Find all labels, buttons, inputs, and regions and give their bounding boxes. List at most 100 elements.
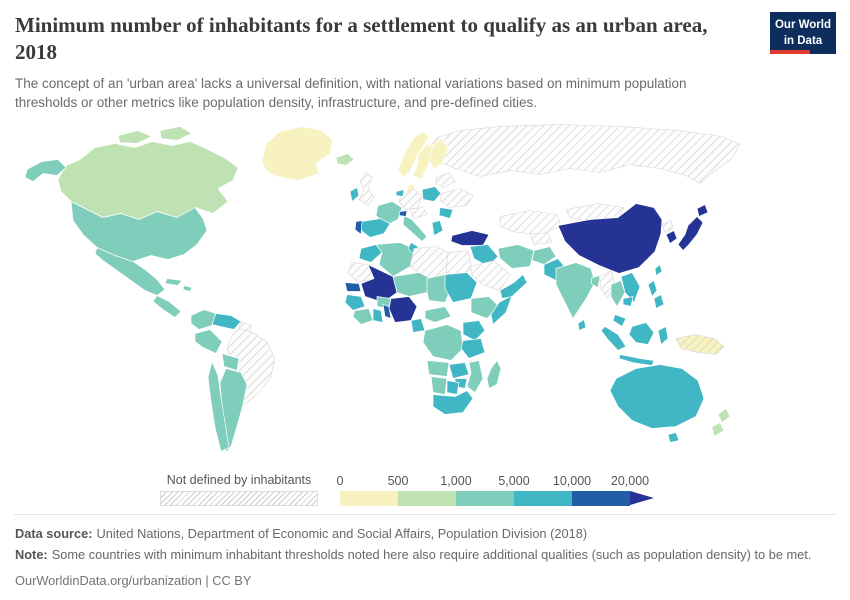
country-south-korea[interactable] <box>665 230 678 244</box>
country-switzerland[interactable] <box>398 210 408 217</box>
legend-arrow[interactable] <box>630 491 654 506</box>
country-algeria[interactable] <box>375 242 415 277</box>
country-zambia[interactable] <box>448 362 470 379</box>
country-niger[interactable] <box>392 272 432 297</box>
country-iceland[interactable] <box>335 153 355 166</box>
country-alaska[interactable] <box>24 159 67 182</box>
country-sumatra[interactable] <box>600 326 627 351</box>
legend-color-segment[interactable] <box>514 490 572 506</box>
country-cote-divoire[interactable] <box>352 308 374 325</box>
country-borneo[interactable] <box>628 322 655 345</box>
country-united-kingdom[interactable] <box>358 172 375 206</box>
country-canada[interactable] <box>57 141 239 220</box>
country-spain[interactable] <box>359 218 391 238</box>
country-senegal[interactable] <box>344 282 362 292</box>
country-china[interactable] <box>557 203 663 274</box>
world-map-svg[interactable] <box>0 114 850 466</box>
country-new-zealand[interactable] <box>711 422 725 437</box>
country-central-america[interactable] <box>152 295 182 318</box>
legend-tick-labels: 0 500 1,000 5,000 10,000 20,000 <box>337 473 654 491</box>
country-mozambique[interactable] <box>466 360 484 393</box>
legend-color-segment[interactable] <box>340 490 398 506</box>
country-sri-lanka[interactable] <box>577 319 587 331</box>
legend-color-segment[interactable] <box>572 490 630 506</box>
country-ireland[interactable] <box>349 187 360 202</box>
country-bolivia[interactable] <box>221 353 240 371</box>
country-italy[interactable] <box>402 215 428 242</box>
country-cameroon[interactable] <box>410 318 426 333</box>
legend-color-segment[interactable] <box>398 490 456 506</box>
country-kazakhstan[interactable] <box>499 210 562 235</box>
country-portugal[interactable] <box>354 220 363 235</box>
country-sudan[interactable] <box>444 272 478 303</box>
country-romania[interactable] <box>438 207 454 219</box>
country-mauritania[interactable] <box>347 262 375 283</box>
country-tasmania[interactable] <box>667 432 680 443</box>
country-greece[interactable] <box>431 220 444 236</box>
country-new-zealand[interactable] <box>717 408 731 423</box>
country-cambodia[interactable] <box>622 296 634 307</box>
country-colombia[interactable] <box>190 309 217 330</box>
country-canada-arctic-islands[interactable] <box>117 130 153 144</box>
country-ghana[interactable] <box>372 308 384 323</box>
country-namibia[interactable] <box>430 376 448 395</box>
owid-logo[interactable]: Our World in Data <box>770 12 836 54</box>
country-canada-arctic-islands[interactable] <box>159 126 193 141</box>
country-central-asia[interactable] <box>529 232 553 245</box>
country-czech-austria[interactable] <box>409 207 428 219</box>
country-baltics-belarus[interactable] <box>435 172 456 188</box>
country-venezuela[interactable] <box>211 313 242 330</box>
country-vietnam[interactable] <box>620 272 641 303</box>
country-madagascar[interactable] <box>486 360 502 389</box>
country-nigeria[interactable] <box>388 296 418 323</box>
country-thailand[interactable] <box>610 280 626 307</box>
country-germany[interactable] <box>398 189 423 210</box>
country-botswana[interactable] <box>446 380 460 395</box>
country-tanzania[interactable] <box>460 338 486 359</box>
legend-tick-label: 20,000 <box>610 473 650 488</box>
country-angola[interactable] <box>426 360 450 377</box>
country-russia[interactable] <box>427 124 741 184</box>
country-uganda-kenya[interactable] <box>462 320 486 341</box>
legend-tick-label: 10,000 <box>552 473 592 488</box>
legend-color-segment[interactable] <box>456 490 514 506</box>
country-dr-congo[interactable] <box>422 324 464 361</box>
legend-no-data-swatch[interactable] <box>160 490 318 506</box>
country-sulawesi[interactable] <box>657 326 669 345</box>
country-philippines[interactable] <box>647 280 658 297</box>
country-greenland[interactable] <box>261 126 334 181</box>
country-guinea[interactable] <box>344 294 366 311</box>
country-chile[interactable] <box>207 361 230 452</box>
world-map[interactable] <box>0 114 850 466</box>
country-sweden[interactable] <box>412 143 435 180</box>
country-peru[interactable] <box>194 329 223 354</box>
country-yemen-oman[interactable] <box>499 274 528 299</box>
country-afghanistan[interactable] <box>531 246 557 265</box>
country-japan[interactable] <box>677 216 704 251</box>
country-poland[interactable] <box>421 186 442 202</box>
country-hispaniola[interactable] <box>182 285 193 292</box>
country-bangladesh[interactable] <box>590 275 601 288</box>
country-java[interactable] <box>618 354 655 366</box>
country-india[interactable] <box>555 262 596 319</box>
country-cuba[interactable] <box>164 278 183 286</box>
country-philippines[interactable] <box>653 294 665 309</box>
citation-link[interactable]: OurWorldinData.org/urbanization | CC BY <box>15 573 252 589</box>
country-malaysia[interactable] <box>612 314 627 327</box>
country-japan-hokkaido[interactable] <box>696 204 709 217</box>
country-finland[interactable] <box>428 138 449 170</box>
country-somalia[interactable] <box>490 295 513 325</box>
country-south-africa[interactable] <box>432 390 474 415</box>
country-ukraine[interactable] <box>440 188 474 208</box>
country-taiwan[interactable] <box>654 264 663 276</box>
country-australia[interactable] <box>609 364 705 429</box>
owid-logo-line2: in Data <box>783 34 823 47</box>
country-new-guinea[interactable] <box>675 334 725 355</box>
country-north-korea[interactable] <box>661 220 674 233</box>
country-benelux[interactable] <box>395 189 405 197</box>
country-central-african-republic[interactable] <box>424 306 452 323</box>
country-norway[interactable] <box>397 131 430 178</box>
country-morocco[interactable] <box>358 244 383 263</box>
country-iran[interactable] <box>497 244 535 269</box>
country-turkey[interactable] <box>450 230 490 246</box>
